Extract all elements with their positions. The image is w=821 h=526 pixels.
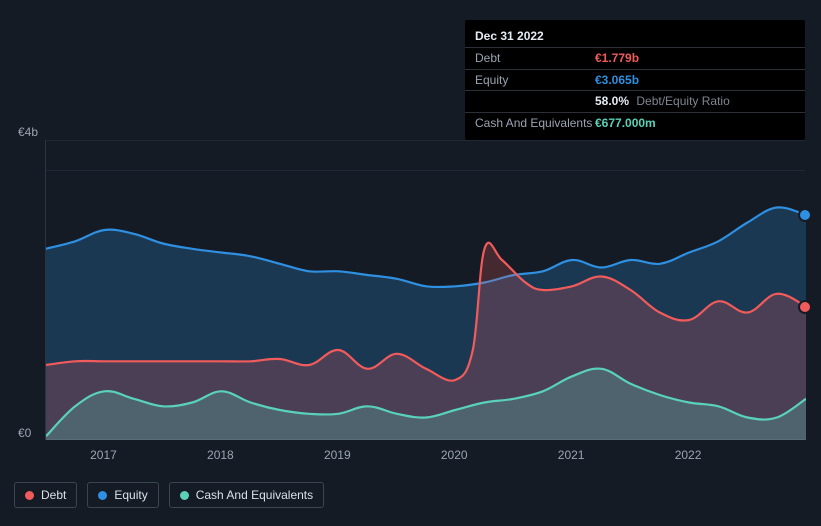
legend-dot-equity bbox=[98, 491, 107, 500]
chart-tooltip: Dec 31 2022 Debt €1.779b Equity €3.065b … bbox=[465, 20, 805, 140]
tooltip-cash-label: Cash And Equivalents bbox=[475, 115, 595, 132]
x-axis-tick: 2021 bbox=[558, 448, 585, 462]
legend: Debt Equity Cash And Equivalents bbox=[14, 482, 324, 508]
y-axis-top-label: €4b bbox=[18, 125, 38, 139]
tooltip-ratio: 58.0% Debt/Equity Ratio bbox=[595, 93, 730, 110]
x-axis-tick: 2022 bbox=[675, 448, 702, 462]
legend-item-cash[interactable]: Cash And Equivalents bbox=[169, 482, 324, 508]
tooltip-equity-label: Equity bbox=[475, 72, 595, 89]
legend-dot-debt bbox=[25, 491, 34, 500]
tooltip-cash-value: €677.000m bbox=[595, 115, 656, 132]
legend-label-cash: Cash And Equivalents bbox=[196, 488, 313, 502]
legend-item-equity[interactable]: Equity bbox=[87, 482, 158, 508]
x-axis-tick: 2020 bbox=[441, 448, 468, 462]
x-axis-tick: 2017 bbox=[90, 448, 117, 462]
chart-area[interactable] bbox=[45, 140, 805, 440]
series-endcap bbox=[798, 300, 812, 314]
tooltip-equity-value: €3.065b bbox=[595, 72, 639, 89]
x-axis-tick: 2018 bbox=[207, 448, 234, 462]
x-axis-tick: 2019 bbox=[324, 448, 351, 462]
series-endcap bbox=[798, 208, 812, 222]
tooltip-ratio-pct: 58.0% bbox=[595, 94, 629, 108]
chart-svg bbox=[46, 140, 806, 440]
legend-label-equity: Equity bbox=[114, 488, 147, 502]
legend-item-debt[interactable]: Debt bbox=[14, 482, 77, 508]
legend-dot-cash bbox=[180, 491, 189, 500]
tooltip-debt-value: €1.779b bbox=[595, 50, 639, 67]
tooltip-date: Dec 31 2022 bbox=[475, 28, 544, 45]
y-axis-bottom-label: €0 bbox=[18, 426, 31, 440]
tooltip-ratio-label: Debt/Equity Ratio bbox=[636, 94, 729, 108]
tooltip-ratio-spacer bbox=[475, 93, 595, 110]
legend-label-debt: Debt bbox=[41, 488, 66, 502]
tooltip-debt-label: Debt bbox=[475, 50, 595, 67]
